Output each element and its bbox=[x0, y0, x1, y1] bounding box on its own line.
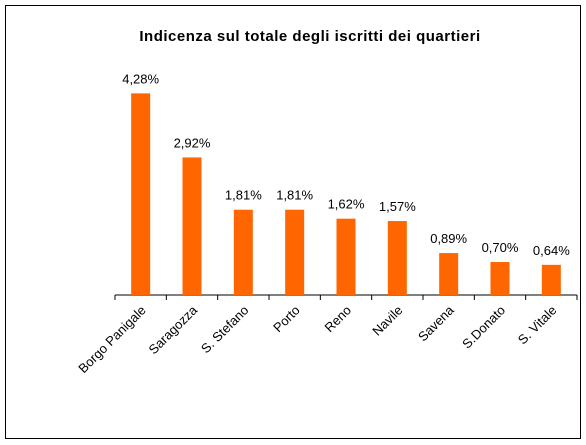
bar bbox=[387, 221, 407, 295]
bar bbox=[285, 209, 305, 295]
value-label: 4,28% bbox=[122, 71, 159, 86]
bar bbox=[541, 264, 561, 295]
value-label: 1,81% bbox=[225, 188, 262, 203]
value-label: 1,81% bbox=[276, 188, 313, 203]
value-label: 1,62% bbox=[328, 197, 365, 212]
value-label: 0,89% bbox=[430, 231, 467, 246]
bar bbox=[131, 93, 151, 295]
bar bbox=[182, 157, 202, 295]
value-label: 2,92% bbox=[174, 135, 211, 150]
value-label: 0,70% bbox=[482, 240, 519, 255]
chart-title: Indicenza sul totale degli iscritti dei … bbox=[139, 28, 481, 45]
value-label: 1,57% bbox=[379, 199, 416, 214]
bar bbox=[336, 218, 356, 295]
value-label: 0,64% bbox=[533, 243, 570, 258]
bar bbox=[233, 209, 253, 295]
bar bbox=[490, 262, 510, 295]
bar bbox=[439, 253, 459, 295]
